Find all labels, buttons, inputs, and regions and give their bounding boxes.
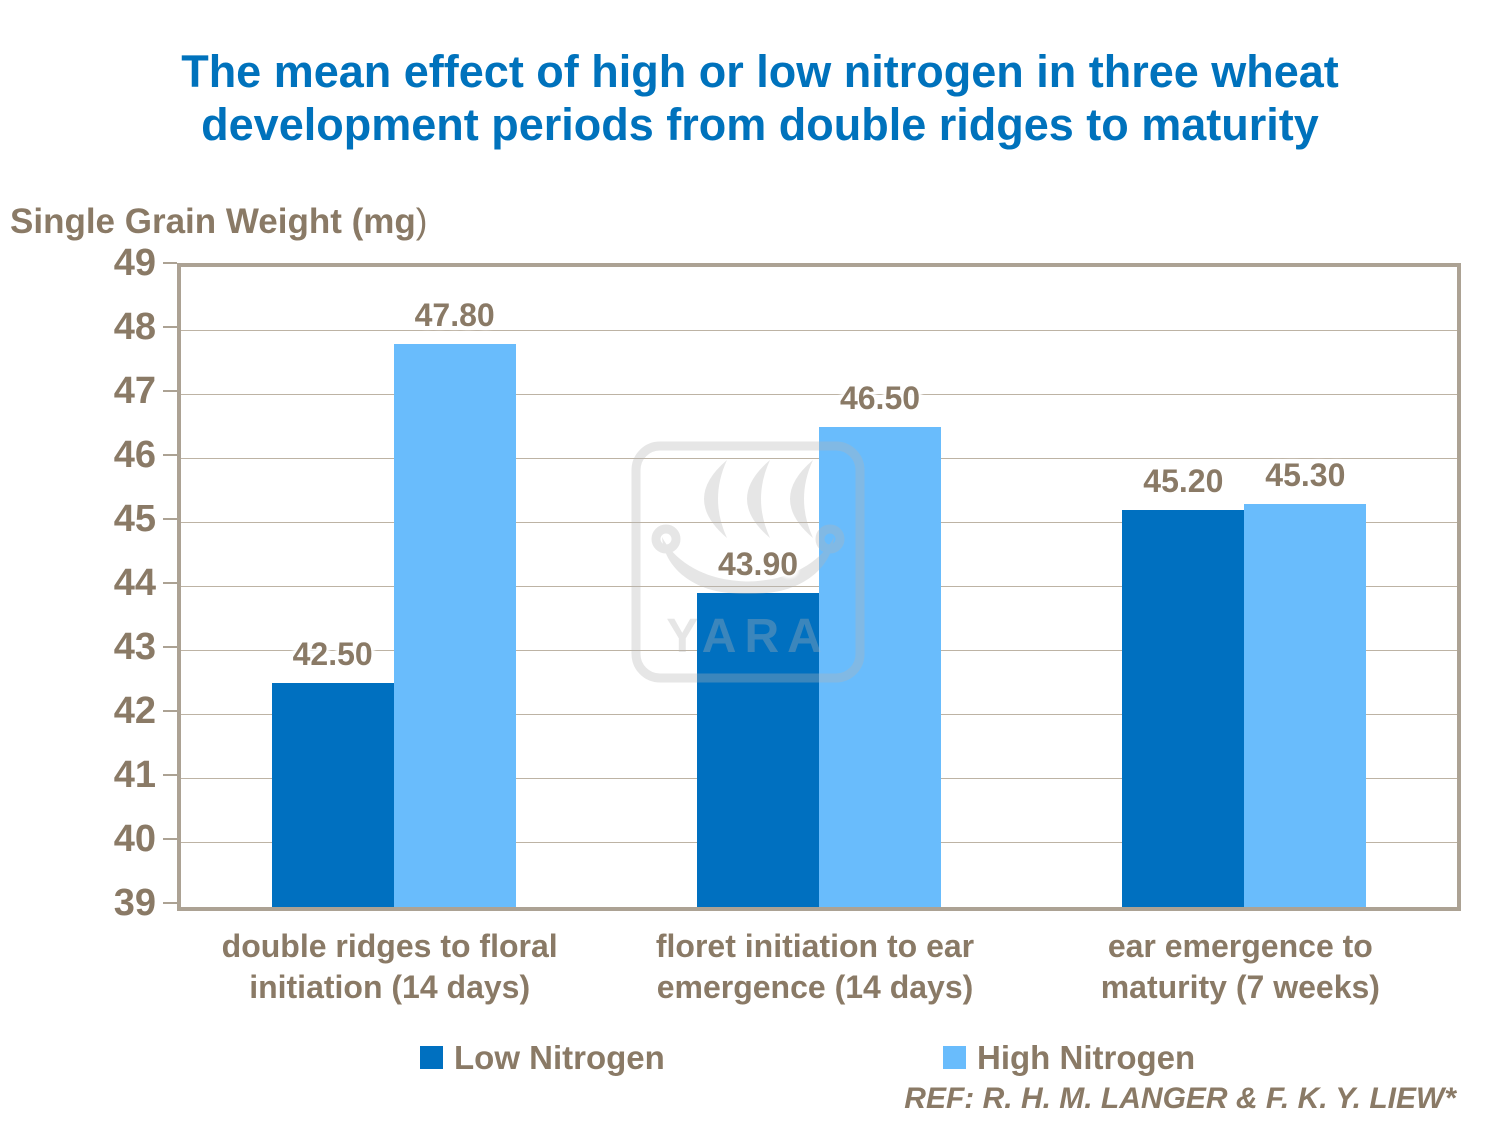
x-category-label: ear emergence to maturity (7 weeks)	[1100, 928, 1380, 1005]
y-tick-label: 39	[113, 882, 156, 924]
legend-swatch-high-nitrogen	[943, 1046, 966, 1069]
y-tick	[163, 326, 177, 328]
legend-item-low-nitrogen: Low Nitrogen	[420, 1041, 665, 1074]
y-tick	[163, 390, 177, 392]
y-tick	[163, 838, 177, 840]
y-tick-label: 49	[113, 242, 156, 284]
x-category-label: floret initiation to ear emergence (14 da…	[655, 928, 975, 1005]
plot-area: 42.50 43.90 45.20 47.80 46.50 45.30	[177, 263, 1461, 911]
y-axis-title: Single Grain Weight (mg)	[10, 202, 427, 242]
bar-value-label: 45.30	[1265, 456, 1346, 493]
bar-high-nitrogen-2	[819, 427, 941, 907]
bar-value-label: 46.50	[839, 380, 921, 416]
bar-high-nitrogen-3	[1244, 503, 1367, 907]
y-axis-title-text: Single Grain Weight (mg	[10, 202, 416, 241]
chart-title: The mean effect of high or low nitrogen …	[181, 46, 1339, 150]
y-tick-label: 46	[113, 434, 156, 476]
y-tick-label: 48	[113, 306, 156, 348]
bar-low-nitrogen-3	[1122, 510, 1245, 907]
legend-label-high-nitrogen: High Nitrogen	[977, 1039, 1196, 1076]
y-tick-label: 44	[113, 562, 156, 604]
y-tick	[163, 710, 177, 712]
y-tick-label: 42	[113, 690, 156, 732]
bar-value-label: 45.20	[1143, 463, 1224, 500]
y-tick-label: 40	[113, 818, 156, 860]
bar-high-nitrogen-1	[393, 343, 516, 907]
x-category-label: double ridges to floral initiation (14 da…	[221, 928, 558, 1005]
gridline	[181, 394, 1457, 395]
gridline	[181, 330, 1457, 331]
y-tick	[163, 774, 177, 776]
bar-value-label: 47.80	[414, 296, 495, 333]
bar-low-nitrogen-2	[697, 593, 819, 907]
y-axis-title-paren: )	[415, 202, 428, 241]
bar-value-label: 42.50	[292, 636, 373, 672]
reference-citation: REF: R. H. M. LANGER & F. K. Y. LIEW*	[904, 1082, 1456, 1115]
y-tick	[163, 646, 177, 648]
y-tick	[163, 518, 177, 520]
y-tick-label: 47	[113, 370, 156, 412]
y-tick	[163, 902, 177, 904]
y-tick	[163, 262, 177, 264]
legend-label-low-nitrogen: Low Nitrogen	[454, 1039, 665, 1076]
y-tick-label: 43	[113, 626, 156, 668]
bar-low-nitrogen-1	[271, 683, 394, 907]
legend-item-high-nitrogen: High Nitrogen	[943, 1041, 1195, 1074]
legend-swatch-low-nitrogen	[420, 1046, 443, 1069]
y-tick-label: 41	[113, 754, 156, 796]
y-tick	[163, 582, 177, 584]
y-tick	[163, 454, 177, 456]
y-tick-label: 45	[113, 498, 156, 540]
bar-value-label: 43.90	[717, 546, 799, 583]
